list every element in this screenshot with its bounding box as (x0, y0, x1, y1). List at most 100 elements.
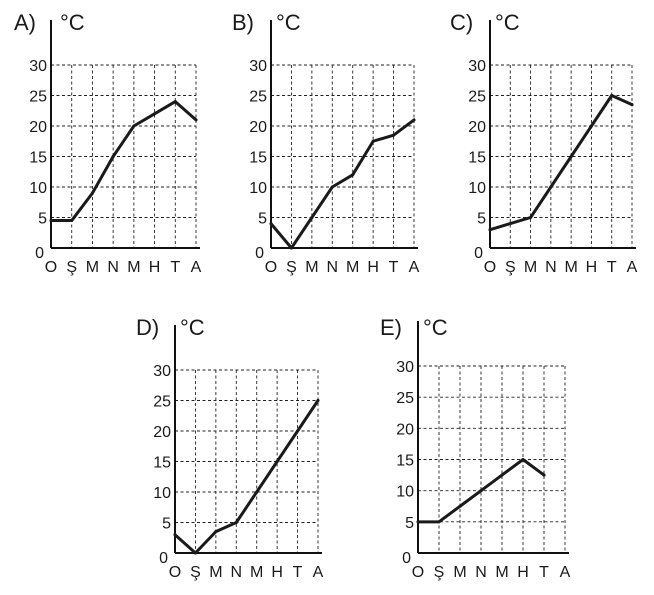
data-point (508, 222, 512, 226)
x-tick-label: M (86, 259, 99, 276)
x-tick-label: T (389, 259, 399, 276)
x-tick-label: T (539, 564, 549, 581)
data-point (275, 460, 279, 463)
chart-title: D) (136, 315, 159, 340)
data-point (542, 473, 546, 477)
data-point (194, 118, 198, 122)
y-tick-label: 25 (153, 394, 171, 411)
y-tick-label: 30 (468, 58, 486, 75)
data-point (153, 112, 157, 116)
data-point (289, 246, 293, 250)
y-tick-label: 25 (29, 89, 47, 106)
y-tick-label: 30 (29, 58, 47, 75)
data-point (479, 489, 483, 493)
y-tick-label: 10 (249, 180, 267, 197)
y-tick-label: 20 (249, 119, 267, 136)
x-tick-label: O (484, 259, 496, 276)
data-point (549, 185, 553, 189)
y-tick-label: 30 (396, 359, 414, 376)
x-tick-label: M (524, 259, 537, 276)
data-point (351, 173, 355, 177)
y-tick-label: 5 (258, 211, 267, 228)
x-tick-label: O (412, 564, 424, 581)
y-tick-label: 0 (474, 245, 483, 262)
data-point (630, 103, 634, 107)
x-tick-label: Ş (434, 564, 445, 581)
x-tick-label: O (169, 564, 181, 581)
data-point (173, 100, 177, 104)
x-tick-label: A (627, 259, 638, 276)
y-tick-label: 25 (396, 390, 414, 407)
x-tick-label: Ş (286, 259, 297, 276)
data-point (214, 530, 218, 534)
series-line (49, 100, 198, 223)
chart-title: E) (380, 315, 402, 340)
data-point (569, 155, 573, 158)
x-tick-label: N (475, 564, 487, 581)
y-tick-label: 5 (38, 211, 47, 228)
x-tick-label: N (231, 564, 243, 581)
x-tick-label: O (45, 259, 57, 276)
y-tick-label: 30 (249, 58, 267, 75)
data-point (296, 429, 300, 433)
y-axis-label: °C (180, 315, 205, 340)
y-tick-label: 15 (249, 150, 267, 167)
data-point (255, 490, 259, 494)
data-point (392, 133, 396, 137)
y-tick-label: 0 (255, 245, 264, 262)
x-tick-label: M (305, 259, 318, 276)
data-point (49, 219, 53, 223)
x-tick-label: T (293, 564, 303, 581)
y-axis-label: °C (60, 10, 85, 35)
data-point (529, 216, 533, 219)
x-tick-label: M (250, 564, 263, 581)
y-tick-label: 10 (29, 180, 47, 197)
y-tick-label: 15 (153, 455, 171, 472)
y-tick-label: 20 (29, 119, 47, 136)
series-line (269, 118, 416, 250)
y-tick-label: 5 (477, 211, 486, 228)
data-point (521, 458, 525, 461)
data-point (437, 520, 441, 524)
data-point (330, 185, 334, 189)
data-point (111, 155, 115, 158)
data-point (90, 191, 94, 195)
chart-title: C) (450, 10, 473, 35)
data-point (70, 219, 74, 223)
y-tick-label: 30 (153, 363, 171, 380)
y-tick-label: 15 (468, 150, 486, 167)
x-tick-label: H (367, 259, 379, 276)
x-tick-label: M (564, 259, 577, 276)
chart-title: A) (14, 10, 36, 35)
x-tick-label: N (327, 259, 339, 276)
y-tick-label: 0 (159, 550, 168, 567)
y-tick-label: 15 (29, 150, 47, 167)
x-tick-label: O (265, 259, 277, 276)
series-line (488, 94, 634, 232)
data-point (316, 399, 320, 402)
data-point (416, 520, 420, 524)
data-point (589, 124, 593, 128)
chart-title: B) (232, 10, 254, 35)
x-tick-label: T (170, 259, 180, 276)
data-point (234, 521, 238, 524)
x-tick-label: M (346, 259, 359, 276)
x-tick-label: N (545, 259, 557, 276)
y-tick-label: 25 (249, 89, 267, 106)
y-tick-label: 10 (153, 485, 171, 502)
y-tick-label: 20 (468, 119, 486, 136)
x-tick-label: A (191, 259, 202, 276)
series-line (173, 399, 320, 555)
x-tick-label: A (313, 564, 324, 581)
x-tick-label: H (271, 564, 283, 581)
data-point (500, 473, 504, 477)
data-point (458, 504, 462, 508)
x-tick-label: H (586, 259, 598, 276)
y-tick-label: 25 (468, 89, 486, 106)
x-tick-label: H (517, 564, 529, 581)
